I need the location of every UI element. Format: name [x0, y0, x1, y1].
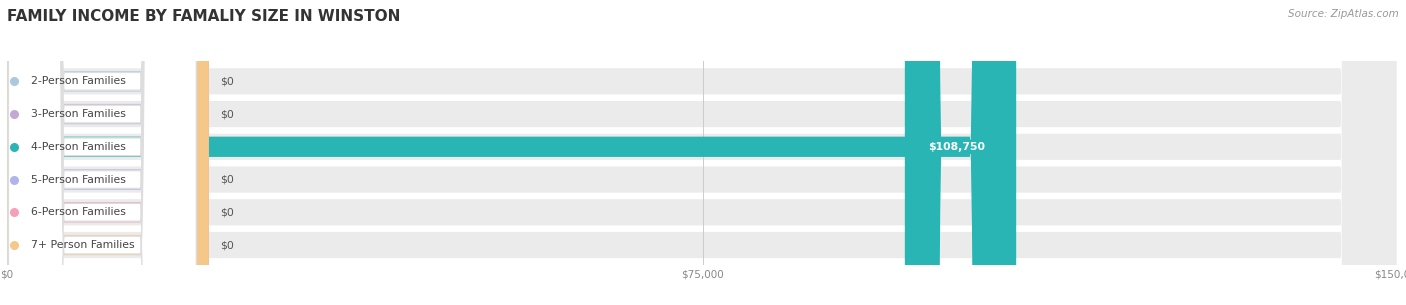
- FancyBboxPatch shape: [8, 0, 197, 305]
- Text: $0: $0: [219, 109, 233, 119]
- Text: FAMILY INCOME BY FAMALIY SIZE IN WINSTON: FAMILY INCOME BY FAMALIY SIZE IN WINSTON: [7, 9, 401, 24]
- Text: $108,750: $108,750: [928, 142, 986, 152]
- Text: 4-Person Families: 4-Person Families: [31, 142, 125, 152]
- FancyBboxPatch shape: [8, 0, 1396, 305]
- Text: $0: $0: [219, 207, 233, 217]
- Text: 5-Person Families: 5-Person Families: [31, 174, 125, 185]
- FancyBboxPatch shape: [8, 0, 197, 305]
- FancyBboxPatch shape: [8, 0, 1396, 305]
- FancyBboxPatch shape: [7, 0, 209, 305]
- FancyBboxPatch shape: [7, 0, 209, 305]
- FancyBboxPatch shape: [7, 0, 209, 305]
- FancyBboxPatch shape: [8, 0, 1396, 305]
- Text: 6-Person Families: 6-Person Families: [31, 207, 125, 217]
- Text: 7+ Person Families: 7+ Person Families: [31, 240, 135, 250]
- FancyBboxPatch shape: [8, 0, 1396, 305]
- FancyBboxPatch shape: [8, 0, 1396, 305]
- FancyBboxPatch shape: [905, 0, 1010, 305]
- Text: $0: $0: [219, 174, 233, 185]
- Text: 3-Person Families: 3-Person Families: [31, 109, 125, 119]
- FancyBboxPatch shape: [8, 0, 197, 305]
- Text: Source: ZipAtlas.com: Source: ZipAtlas.com: [1288, 9, 1399, 19]
- Text: $0: $0: [219, 76, 233, 86]
- FancyBboxPatch shape: [8, 0, 197, 305]
- FancyBboxPatch shape: [8, 0, 197, 305]
- Text: $0: $0: [219, 240, 233, 250]
- FancyBboxPatch shape: [7, 0, 1017, 305]
- FancyBboxPatch shape: [7, 0, 209, 305]
- FancyBboxPatch shape: [7, 0, 209, 305]
- FancyBboxPatch shape: [8, 0, 1396, 305]
- FancyBboxPatch shape: [8, 0, 197, 305]
- Text: 2-Person Families: 2-Person Families: [31, 76, 125, 86]
